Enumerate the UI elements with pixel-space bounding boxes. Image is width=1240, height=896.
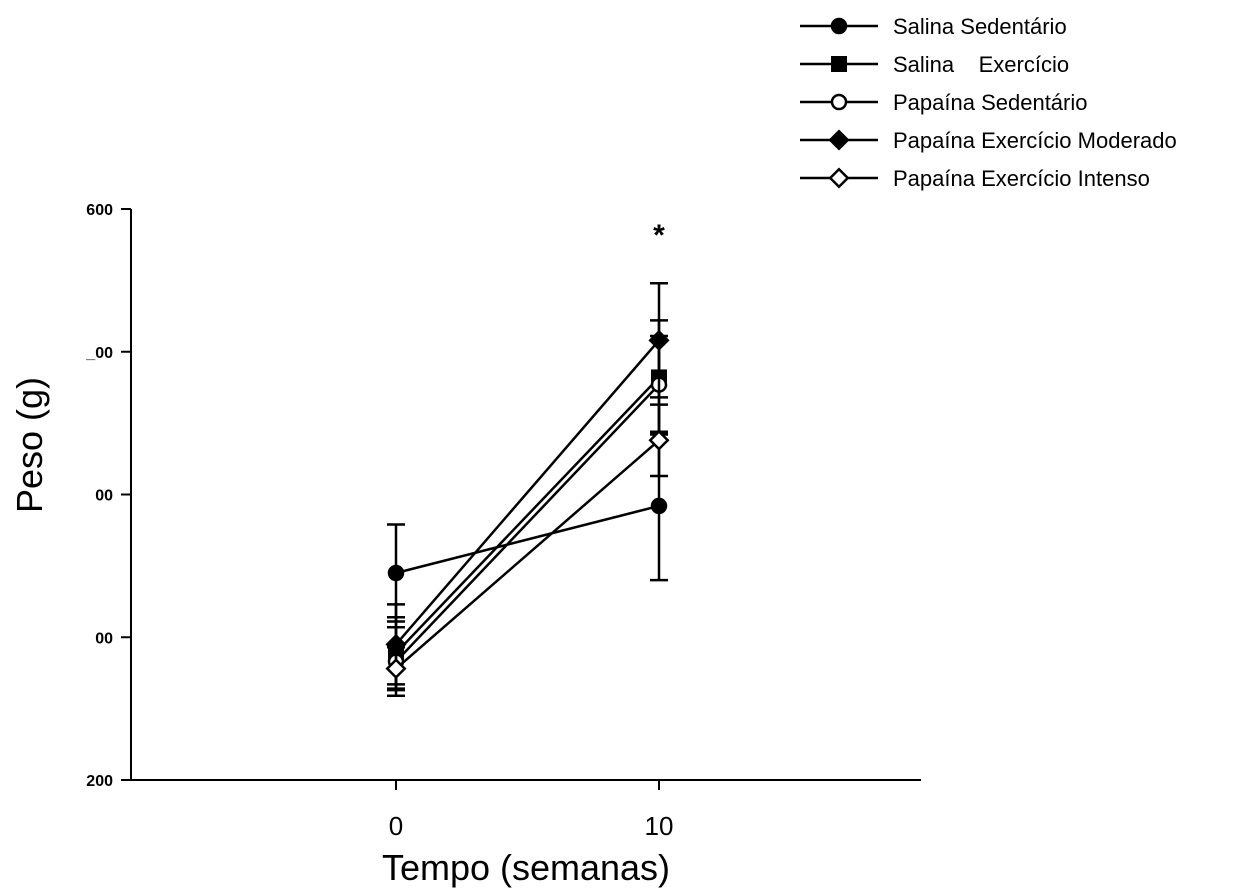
data-point <box>648 329 670 351</box>
series-line <box>395 376 660 654</box>
y-tick-label: 00 <box>95 488 113 505</box>
series-1 <box>387 430 668 623</box>
series-5 <box>385 403 670 692</box>
y-tick-label: _00 <box>85 345 113 362</box>
legend-item: Papaína Exercício Intenso <box>800 166 1150 191</box>
series-2 <box>387 319 668 690</box>
data-point <box>830 93 848 111</box>
data-point <box>828 129 850 151</box>
data-point <box>650 497 668 515</box>
legend: Salina Sedentário Salina Exercício Papaína… <box>800 14 1177 191</box>
data-point <box>648 429 670 451</box>
data-point <box>387 564 405 582</box>
legend-label: Papaína Sedentário <box>893 90 1088 115</box>
x-tick-label: 10 <box>645 811 674 841</box>
y-axis-title: Peso (g) <box>9 377 50 513</box>
series-line <box>395 339 660 646</box>
legend-label: Papaína Exercício Intenso <box>893 166 1150 191</box>
axes: 600 _00 00 00 200 0 10 Tempo (semanas) Peso (g) <box>9 202 921 888</box>
annotation-layer: * <box>653 219 665 252</box>
data-point <box>831 56 847 72</box>
y-tick-label: 200 <box>86 773 113 790</box>
legend-label: Salina Exercício <box>893 52 1069 77</box>
series-layer <box>385 281 670 698</box>
data-point <box>830 17 848 35</box>
legend-label: Salina Sedentário <box>893 14 1067 39</box>
legend-label: Papaína Exercício Moderado <box>893 128 1177 153</box>
y-tick-label: 600 <box>86 202 113 219</box>
legend-item: Papaína Exercício Moderado <box>800 128 1177 153</box>
data-point <box>385 658 407 680</box>
legend-item: Papaína Sedentário <box>800 90 1088 115</box>
series-line <box>395 439 660 670</box>
legend-item: Salina Sedentário <box>800 14 1067 39</box>
significance-mark: * <box>653 219 665 252</box>
legend-item: Salina Exercício <box>800 52 1069 77</box>
x-axis-title: Tempo (semanas) <box>382 847 670 888</box>
x-tick-label: 0 <box>389 811 403 841</box>
series-line <box>395 504 660 575</box>
y-tick-label: 00 <box>95 630 113 647</box>
data-point <box>828 167 850 189</box>
series-line <box>395 383 660 663</box>
series-4 <box>385 281 670 686</box>
